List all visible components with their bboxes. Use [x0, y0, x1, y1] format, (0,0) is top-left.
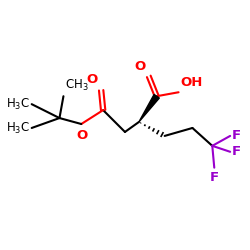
- Text: F: F: [232, 145, 241, 158]
- Text: CH$_3$: CH$_3$: [66, 78, 89, 93]
- Text: H$_3$C: H$_3$C: [6, 120, 30, 136]
- Text: H$_3$C: H$_3$C: [6, 96, 30, 112]
- Text: O: O: [134, 60, 146, 74]
- Text: F: F: [232, 130, 241, 142]
- Text: O: O: [86, 73, 97, 86]
- Text: F: F: [210, 171, 219, 184]
- Text: O: O: [77, 129, 88, 142]
- Text: OH: OH: [180, 76, 203, 89]
- Polygon shape: [139, 94, 159, 122]
